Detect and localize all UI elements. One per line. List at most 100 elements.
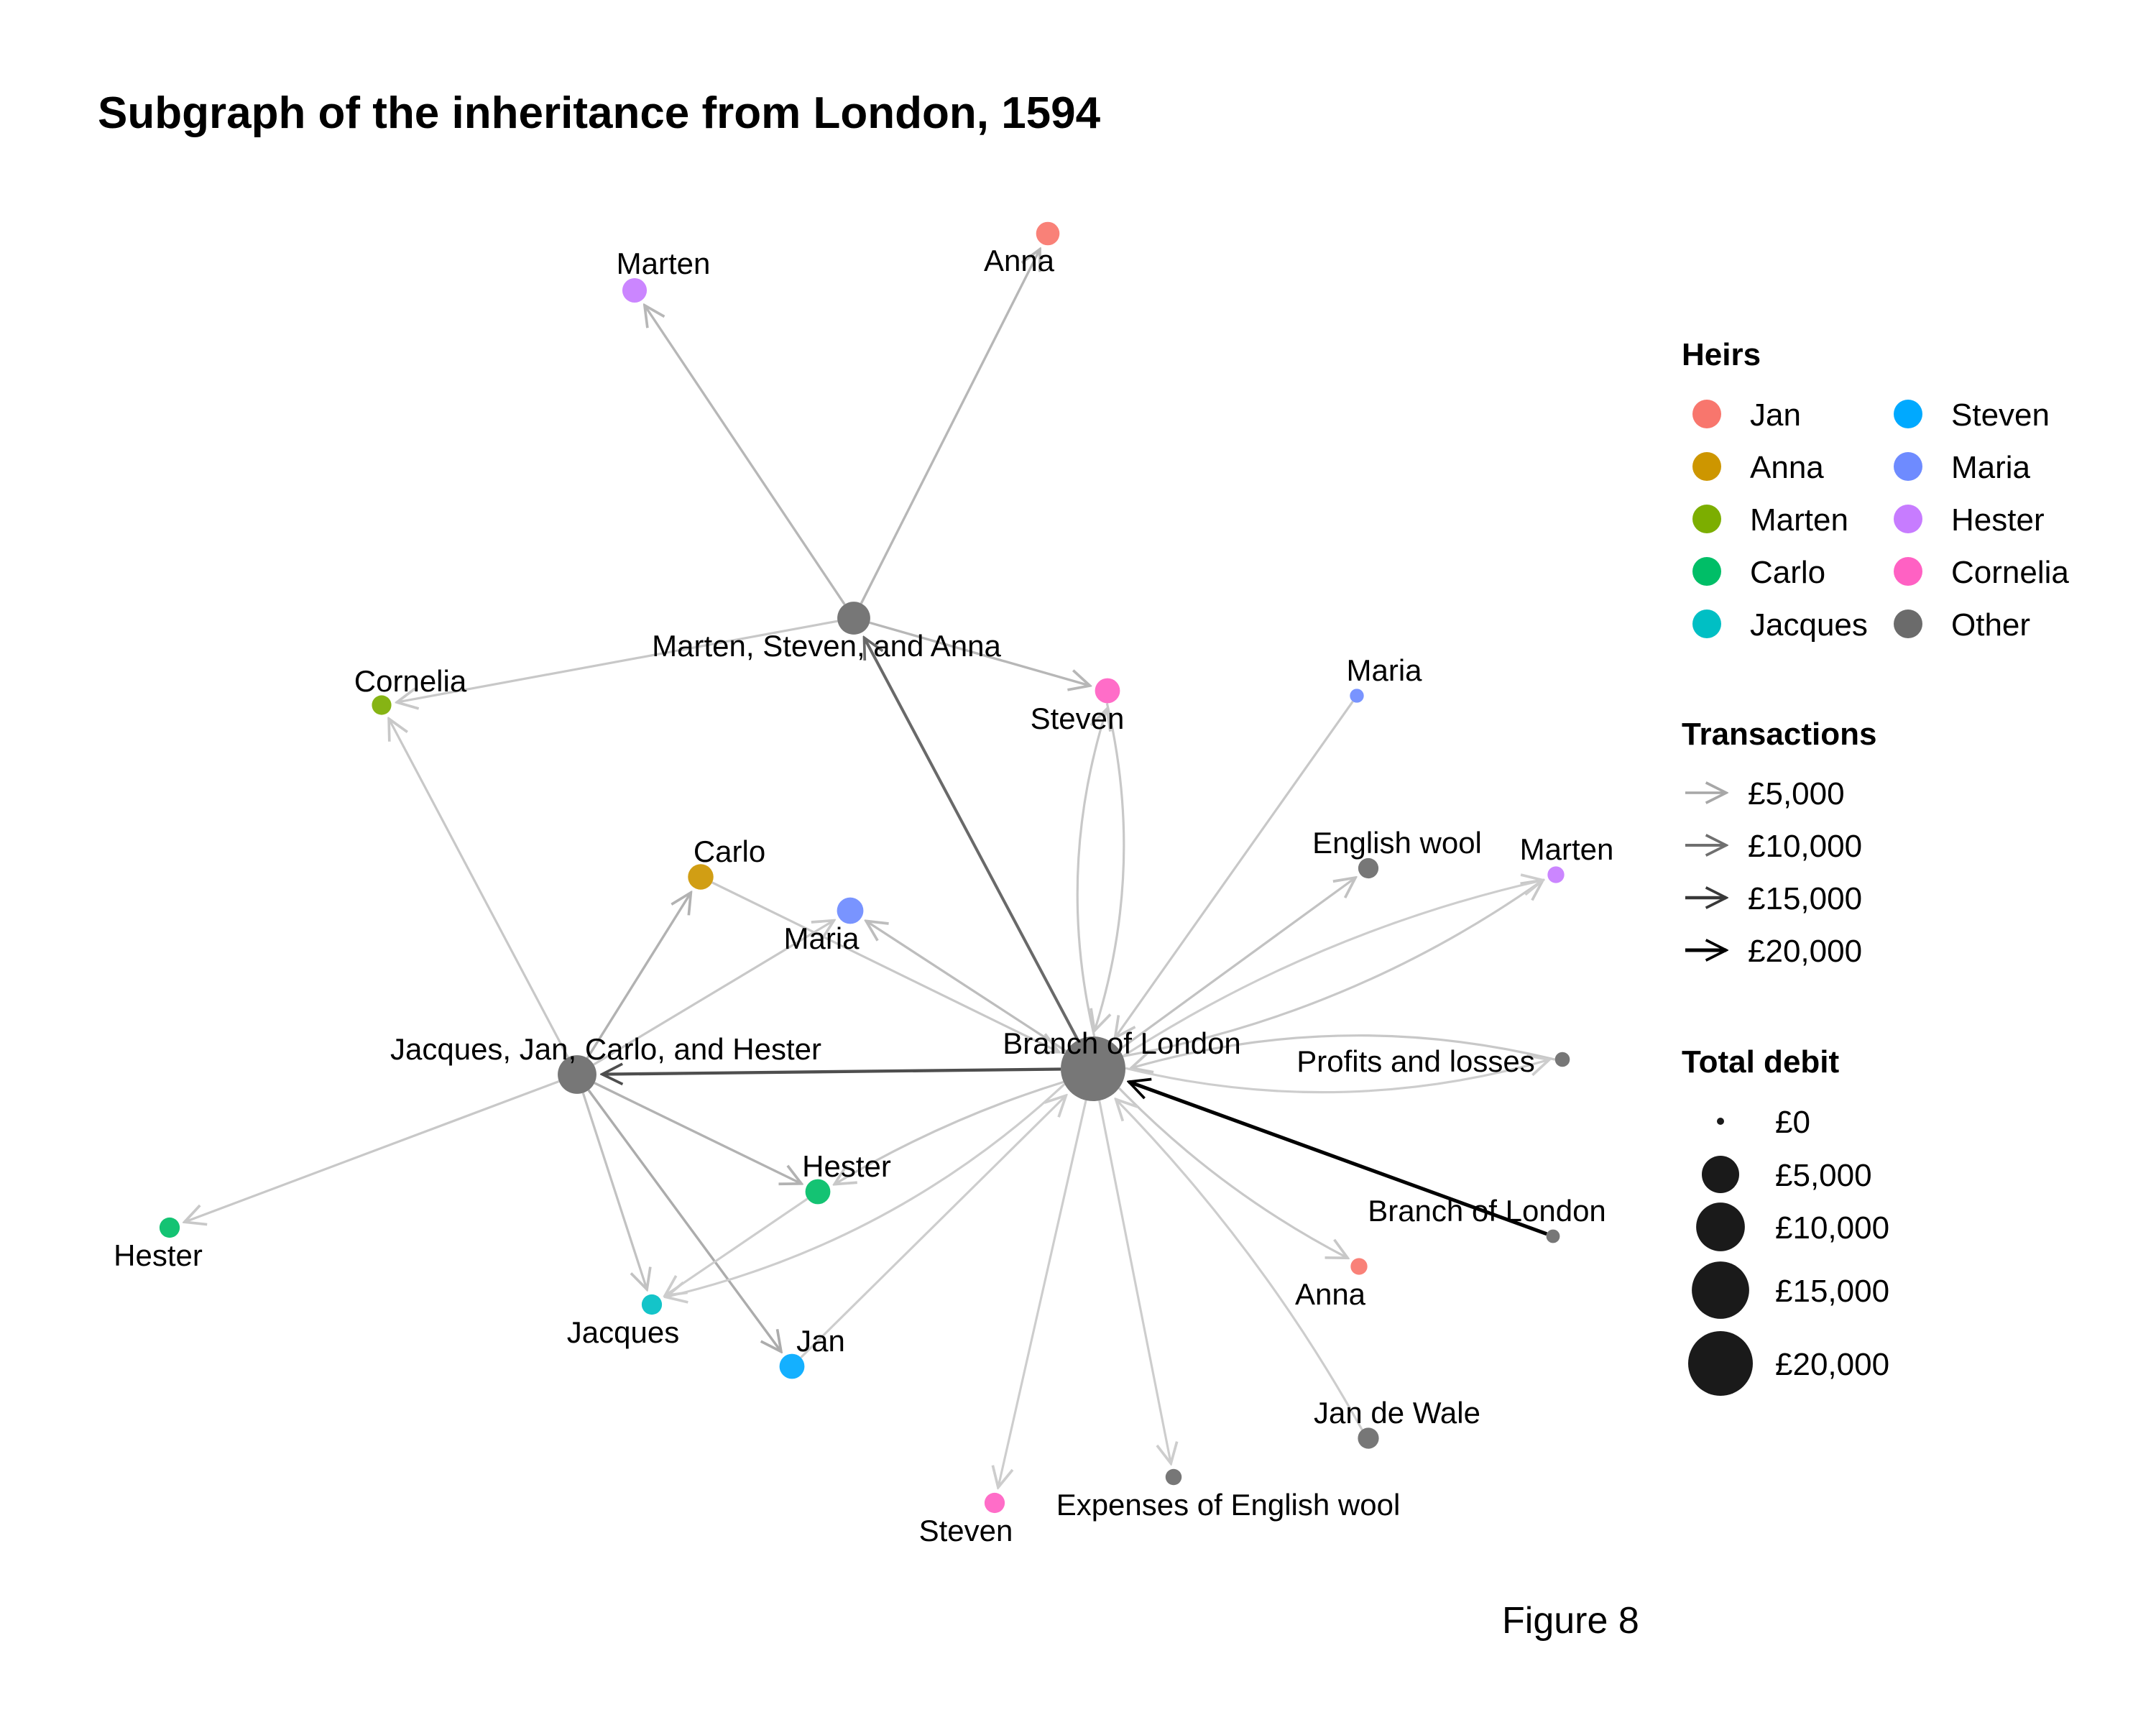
node-label-jjch: Jacques, Jan, Carlo, and Hester [390,1032,821,1066]
legend-heir-label-steven: Steven [1951,397,2050,433]
node-label-anna_r: Anna [1295,1277,1366,1311]
node-hester_left [159,1217,180,1238]
edge-layer [185,249,1556,1488]
node-label-branch2: Branch of London [1368,1194,1606,1228]
edge-jan_de_wale-to-branch [1116,1099,1363,1431]
edge-jjch-to-jacques [581,1092,647,1289]
node-label-carlo: Carlo [694,834,765,868]
node-layer [159,221,1570,1514]
legend-heir-label-hester: Hester [1951,502,2045,538]
edge-msa-to-anna_top [860,249,1040,604]
node-branch [1061,1036,1125,1101]
node-jan [779,1353,805,1379]
legend-debit-circle [1688,1331,1753,1396]
edge-jan-to-branch [800,1095,1066,1358]
legend-heirs: Heirs Jan Anna Marten Carlo Jacques Steven Mar… [1682,337,2069,643]
edge-branch-to-marten_r [1123,880,1543,1058]
legend-heir-swatch-hester [1894,505,1922,533]
figure-title: Subgraph of the inheritance from London,… [98,88,1101,138]
legend-debit-label: £0 [1775,1105,1810,1140]
node-label-english_wool: English wool [1312,826,1482,860]
node-anna_r [1350,1258,1368,1275]
node-jan_de_wale [1358,1427,1379,1449]
node-jacques [641,1294,663,1315]
node-msa [837,602,870,635]
edge-carlo-to-branch [711,881,1059,1052]
node-anna_top [1036,221,1060,246]
legend-debit-circle [1696,1202,1745,1251]
node-label-anna_top: Anna [984,244,1055,277]
legend-heir-label-other: Other [1951,607,2030,643]
edge-branch-to-steven_mid [1076,709,1107,1037]
edge-steven_mid-to-branch [1095,703,1125,1031]
edge-msa-to-marten_top [645,305,846,605]
legend-transaction-label: £15,000 [1748,881,1862,916]
legend-heir-label-carlo: Carlo [1750,555,1825,590]
legend-heir-label-jacques: Jacques [1750,607,1868,643]
legend-heir-swatch-maria [1894,452,1922,481]
edge-jjch-to-hester_mid [594,1082,801,1184]
node-profits [1554,1052,1570,1067]
node-label-msa: Marten, Steven, and Anna [652,629,1001,663]
legend-transaction-label: £5,000 [1748,776,1845,811]
node-label-marten_top: Marten [617,247,711,280]
legend-transactions-title: Transactions [1682,717,1876,752]
edge-profits-to-branch [1131,1034,1556,1068]
legend-heirs-title: Heirs [1682,337,1761,372]
node-steven_bot [984,1492,1005,1514]
legend-transaction-label: £20,000 [1748,934,1862,969]
edge-jjch-to-hester_left [185,1080,560,1222]
label-layer: Anna Marten Marten, Steven, and Anna Cornel… [114,244,1613,1547]
legend-debit-circle [1702,1156,1739,1193]
legend-heir-label-marten: Marten [1750,502,1848,538]
legend-heir-swatch-anna [1692,452,1721,481]
legend-total-debit: Total debit £0 £5,000 £10,000 £15,000 £20,00… [1682,1044,1889,1396]
edge-jjch-to-cornelia [389,719,569,1058]
node-marten_top [622,277,648,303]
node-label-jan_de_wale: Jan de Wale [1314,1396,1480,1430]
node-label-steven_mid: Steven [1031,702,1125,735]
edge-maria_r-to-branch [1115,700,1354,1038]
node-label-cornelia: Cornelia [354,664,467,698]
edge-jjch-to-jan [587,1089,781,1352]
legend-debit-circle [1692,1261,1749,1319]
edge-msa-to-steven_mid [869,621,1090,686]
node-hester_mid [805,1179,831,1205]
legend-heir-swatch-steven [1894,400,1922,428]
node-cornelia [372,695,392,715]
node-label-marten_r: Marten [1520,832,1614,866]
node-steven_mid [1095,678,1120,704]
edge-branch-to-profits [1125,1059,1549,1094]
legend-heir-label-jan: Jan [1750,397,1801,433]
legend-debit-circle [1717,1118,1724,1125]
edge-branch-to-anna_r [1118,1087,1348,1258]
edge-branch-to-hester_mid [834,1080,1064,1184]
legend-heir-swatch-jan [1692,400,1721,428]
node-label-expenses: Expenses of English wool [1056,1488,1401,1522]
node-label-branch: Branch of London [1003,1026,1241,1060]
node-label-profits: Profits and losses [1296,1044,1535,1078]
node-jjch [558,1055,596,1094]
node-marten_r [1547,866,1565,883]
node-branch2 [1546,1229,1560,1243]
edge-jjch-to-carlo [586,893,691,1059]
legend-heir-label-anna: Anna [1750,450,1824,485]
node-maria_r [1350,689,1364,703]
node-label-jacques: Jacques [567,1315,679,1349]
edge-branch-to-steven_bot [998,1100,1087,1488]
legend-transaction-label: £10,000 [1748,829,1862,864]
node-label-hester_left: Hester [114,1238,203,1272]
node-maria_c [837,897,864,924]
legend-debit-label: £5,000 [1775,1158,1872,1193]
node-label-jan: Jan [796,1324,845,1358]
node-label-maria_r: Maria [1346,653,1422,687]
node-label-hester_mid: Hester [802,1149,891,1183]
edge-hester_mid-to-jacques [665,1197,808,1296]
node-label-maria_c: Maria [783,921,860,955]
node-expenses [1165,1468,1182,1486]
legend-debit-label: £15,000 [1775,1274,1889,1309]
figure-caption: Figure 8 [1502,1600,1639,1642]
edge-msa-to-cornelia [397,620,838,702]
edge-branch-to-marten_r [1122,880,1543,1057]
